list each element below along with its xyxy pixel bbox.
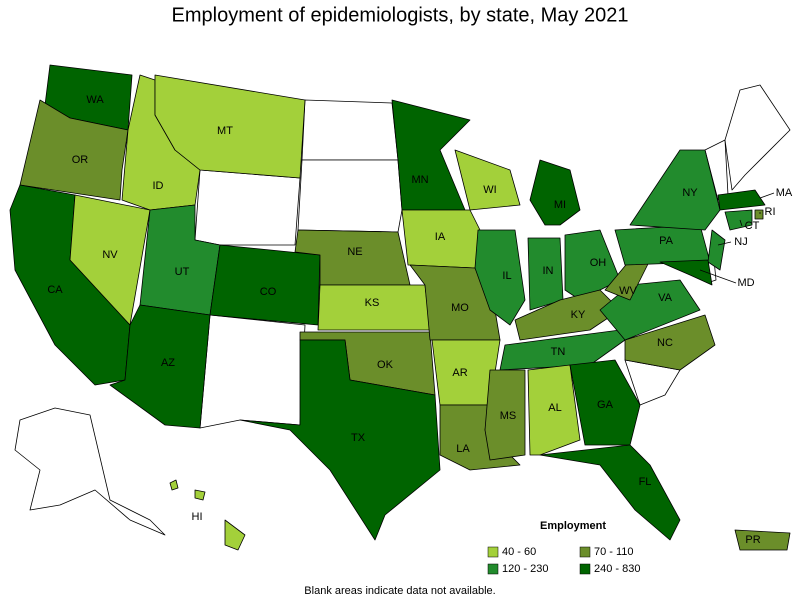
state bbox=[454, 149, 521, 211]
state bbox=[239, 339, 441, 541]
state bbox=[707, 229, 726, 271]
blank-states bbox=[14, 84, 791, 536]
state-label: MO bbox=[451, 302, 469, 314]
state-label: KY bbox=[571, 309, 586, 321]
state bbox=[194, 489, 206, 501]
legend-swatch bbox=[487, 563, 499, 575]
state-label: HI bbox=[192, 511, 203, 523]
state-label: RI bbox=[765, 206, 776, 218]
state bbox=[474, 229, 526, 326]
state-label: NE bbox=[347, 246, 362, 258]
state-blank bbox=[14, 407, 166, 536]
state-blank bbox=[297, 159, 403, 233]
state-label: NJ bbox=[734, 236, 747, 248]
state-label: MN bbox=[411, 174, 428, 186]
leader-line bbox=[759, 192, 775, 199]
state-label: PA bbox=[659, 235, 674, 247]
state-label: WV bbox=[619, 285, 637, 297]
legend-label: 40 - 60 bbox=[502, 546, 536, 558]
state bbox=[169, 479, 179, 491]
state-label: VA bbox=[658, 292, 673, 304]
state bbox=[717, 189, 766, 211]
legend-title: Employment bbox=[540, 520, 606, 532]
state-label: WI bbox=[483, 184, 496, 196]
state-label: IA bbox=[435, 231, 446, 243]
state-label: LA bbox=[456, 443, 470, 455]
state-label: ID bbox=[153, 180, 164, 192]
state-blank bbox=[194, 169, 301, 246]
legend-swatch bbox=[487, 546, 499, 558]
state-blank bbox=[199, 314, 306, 429]
legend-label: 240 - 830 bbox=[594, 563, 640, 575]
state-label: IN bbox=[543, 265, 554, 277]
footnote: Blank areas indicate data not available. bbox=[304, 585, 495, 597]
map-title: Employment of epidemiologists, by state,… bbox=[172, 4, 629, 26]
legend: 40 - 60 70 - 110 120 - 230 240 - 830 bbox=[487, 546, 640, 575]
state-label: AL bbox=[548, 402, 561, 414]
states: WA OR CA NV ID MT UT AZ CO NE KS OK TX MN IA MO AR LA WI IL… bbox=[9, 64, 793, 551]
state-label: CO bbox=[260, 286, 277, 298]
state-label: OK bbox=[377, 359, 394, 371]
legend-swatch bbox=[579, 546, 591, 558]
state bbox=[724, 209, 753, 231]
state bbox=[629, 149, 721, 231]
leader-line bbox=[739, 219, 743, 227]
state-label: OR bbox=[72, 154, 89, 166]
state bbox=[154, 74, 306, 179]
legend-swatch bbox=[579, 563, 591, 575]
state bbox=[527, 364, 581, 456]
state-blank bbox=[301, 99, 399, 161]
state bbox=[529, 159, 581, 226]
state-label: CA bbox=[47, 284, 63, 296]
state-label: IL bbox=[502, 270, 511, 282]
state bbox=[624, 314, 716, 371]
state bbox=[484, 369, 526, 461]
state-label: MS bbox=[500, 410, 517, 422]
state-label: UT bbox=[175, 266, 190, 278]
state-label: CT bbox=[745, 220, 760, 232]
state-label: PR bbox=[745, 534, 760, 546]
state bbox=[224, 519, 246, 551]
state-label: TX bbox=[351, 432, 366, 444]
state-label: MI bbox=[554, 199, 566, 211]
state-label: OH bbox=[590, 257, 607, 269]
state-label: AZ bbox=[161, 357, 175, 369]
state-label: NC bbox=[657, 337, 673, 349]
state-label: FL bbox=[639, 476, 652, 488]
state-label: AR bbox=[452, 367, 467, 379]
state-label: KS bbox=[365, 297, 380, 309]
state-label: MA bbox=[776, 187, 793, 199]
state bbox=[754, 209, 764, 220]
legend-label: 120 - 230 bbox=[502, 563, 548, 575]
state-label: NY bbox=[682, 187, 698, 199]
state bbox=[659, 259, 713, 286]
state-label: MT bbox=[217, 125, 233, 137]
state-label: MD bbox=[737, 277, 754, 289]
state-label: NV bbox=[102, 249, 118, 261]
state bbox=[569, 359, 641, 446]
state-label: TN bbox=[551, 346, 566, 358]
state-blank bbox=[724, 84, 791, 191]
state-label: GA bbox=[597, 399, 614, 411]
state bbox=[499, 329, 626, 371]
leader-line bbox=[699, 269, 737, 284]
state bbox=[539, 444, 681, 541]
legend-label: 70 - 110 bbox=[594, 546, 634, 558]
state bbox=[734, 529, 791, 551]
state-label: WA bbox=[86, 94, 104, 106]
state bbox=[109, 304, 211, 429]
leader-line bbox=[717, 241, 732, 246]
